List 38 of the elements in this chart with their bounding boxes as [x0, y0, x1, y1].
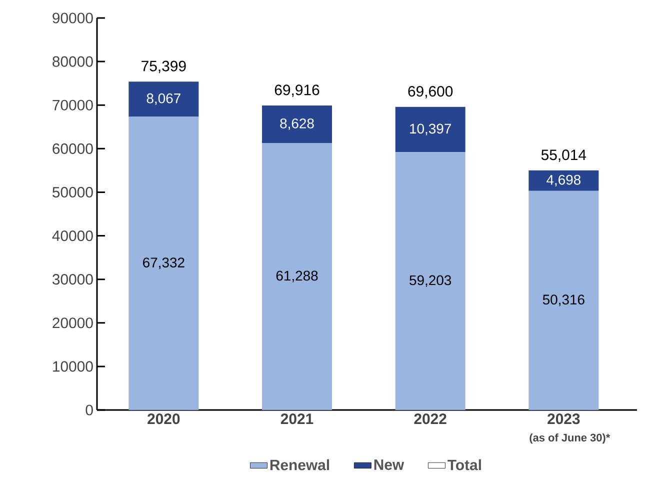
data-label: 8,067 — [146, 93, 180, 105]
bar — [128, 116, 199, 410]
bar — [262, 105, 332, 144]
bar — [528, 190, 599, 410]
data-label: 67,332 — [143, 258, 184, 270]
y-tick-label: 40000 — [52, 230, 93, 242]
legend-label: Total — [448, 459, 481, 470]
bar — [262, 143, 332, 410]
legend-label: New — [374, 460, 404, 470]
total-label: 55,014 — [541, 150, 586, 162]
legend-label: Renewal — [270, 459, 329, 470]
data-label: 8,628 — [280, 118, 314, 130]
y-tick-label: 30000 — [52, 274, 93, 285]
data-label: 4,698 — [546, 174, 581, 186]
bar — [395, 152, 466, 410]
total-label: 69,600 — [408, 86, 453, 98]
x-tick-label: 2022 — [414, 414, 446, 424]
data-label: 10,397 — [410, 124, 451, 136]
y-tick-label: 10000 — [53, 361, 93, 372]
text: (as of June 30)* — [530, 433, 610, 444]
y-tick-label: 80000 — [52, 56, 93, 67]
y-tick-label: 90000 — [52, 12, 93, 24]
data-label: 50,316 — [542, 294, 584, 306]
data-label: 61,288 — [276, 270, 318, 282]
total-label: 69,916 — [274, 84, 320, 97]
data-label: 59,203 — [410, 275, 452, 287]
x-tick-label: 2021 — [280, 414, 314, 424]
x-tick-label: 2020 — [148, 414, 180, 424]
bar — [128, 82, 199, 117]
y-tick-label: 60000 — [52, 143, 93, 154]
y-tick-label: 50000 — [52, 186, 93, 198]
y-tick-label: 0 — [86, 404, 93, 416]
y-tick-label: 70000 — [52, 100, 93, 110]
x-tick-label: 2023 — [548, 414, 580, 424]
bar — [528, 170, 599, 191]
y-tick-label: 20000 — [52, 318, 93, 328]
total-label: 75,399 — [142, 60, 186, 74]
bar — [395, 106, 466, 152]
